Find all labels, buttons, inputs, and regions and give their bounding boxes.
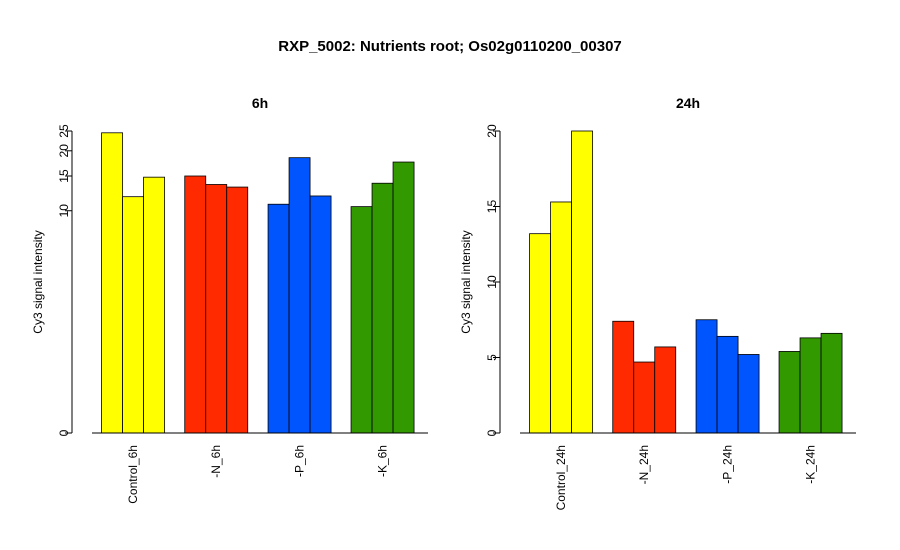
x-tick-label: -K_24h <box>804 445 818 484</box>
y-tick-label: 0 <box>57 429 71 436</box>
bar--P_24h-1 <box>695 319 718 434</box>
bar--N_6h-2 <box>205 184 228 434</box>
y-tick-label: 10 <box>57 204 71 218</box>
chart-main-title: RXP_5002: Nutrients root; Os02g0110200_0… <box>278 38 622 55</box>
bar--K_6h-3 <box>392 161 415 434</box>
bar--P_6h-3 <box>309 195 332 434</box>
panel-title-24h: 24h <box>676 95 700 111</box>
bar-Control_24h-1 <box>529 233 551 434</box>
y-tick-label: 0 <box>485 429 499 436</box>
bar--P_6h-2 <box>288 157 311 434</box>
x-tick-label: Control_24h <box>554 445 568 510</box>
bar--K_24h-1 <box>778 351 801 434</box>
bar--N_24h-3 <box>654 346 677 434</box>
bar--K_24h-3 <box>820 332 843 434</box>
bar--N_24h-1 <box>612 320 635 434</box>
bar--P_6h-1 <box>267 203 290 434</box>
x-tick-label: -P_6h <box>293 445 307 477</box>
bar-Control_24h-3 <box>571 130 593 434</box>
panel-title-6h: 6h <box>252 95 268 111</box>
bar-Control_6h-3 <box>143 176 165 434</box>
bar--N_6h-3 <box>226 186 249 434</box>
y-tick-label: 20 <box>57 144 71 158</box>
bar--K_24h-2 <box>799 337 822 434</box>
bar--P_24h-3 <box>737 354 760 434</box>
y-tick-label: 15 <box>485 200 499 214</box>
x-tick-label: -N_24h <box>637 445 651 484</box>
bar-Control_24h-2 <box>550 201 572 434</box>
bar--K_6h-1 <box>350 206 373 434</box>
bar--N_6h-1 <box>184 175 207 434</box>
y-tick-label: 25 <box>57 124 71 138</box>
y-tick-label: 20 <box>485 124 499 138</box>
x-tick-label: -K_6h <box>376 445 390 477</box>
y-tick-label: 10 <box>485 275 499 289</box>
y-axis-label: Cy3 signal intensity <box>459 230 473 333</box>
x-tick-label: Control_6h <box>126 445 140 504</box>
x-tick-label: -P_24h <box>721 445 735 484</box>
bar--P_24h-2 <box>716 335 739 434</box>
bar-Control_6h-1 <box>101 132 123 434</box>
bar-Control_6h-2 <box>122 196 144 434</box>
y-tick-label: 15 <box>57 169 71 183</box>
y-tick-label: 5 <box>485 354 499 361</box>
y-axis-label: Cy3 signal intensity <box>31 230 45 333</box>
bar--N_24h-2 <box>633 361 656 434</box>
x-tick-label: -N_6h <box>209 445 223 478</box>
bar--K_6h-2 <box>371 182 394 434</box>
